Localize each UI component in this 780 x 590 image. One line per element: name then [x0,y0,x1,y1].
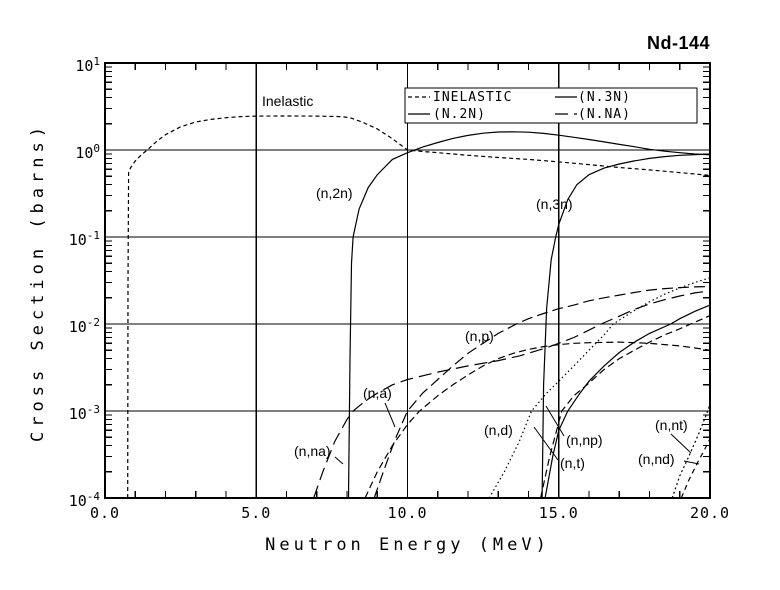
curve-label--n-p-: (n,p) [465,328,494,344]
legend-label-inelastic: INELASTIC [433,90,513,105]
curve-label--n-na-: (n,na) [294,443,331,459]
x-tick-label: 15.0 [538,504,579,522]
curve-n2n [347,131,711,499]
curve-label--n-a-: (n,a) [363,385,392,401]
label-pointer-line [670,433,692,454]
curve-label--n-nd-: (n,nd) [638,451,675,467]
curve-nd [488,277,711,499]
label-pointer-line [334,456,344,465]
plot-frame [104,62,711,499]
curve-n3n [541,153,711,499]
x-tick-label: 20.0 [689,504,731,522]
x-tick-label: 10.0 [387,504,428,522]
curve-label--n-d-: (n,d) [484,422,513,438]
x-tick-label: 0.0 [89,504,121,522]
curve-na [364,341,711,499]
legend-label--n-3n-: (N.3N) [578,90,631,105]
y-tick-label: 10-3 [68,403,100,423]
label-pointer-line [533,426,559,461]
chart-title: Nd-144 [646,33,710,53]
curve-nt [540,315,711,499]
legend-label--n-na-: (N.NA) [578,107,631,122]
label-pointer-line [545,405,565,437]
curve-label--n-np-: (n,np) [566,432,603,448]
curve-label--n-nt-: (n,nt) [655,417,688,433]
label-pointer-line [384,402,396,428]
y-tick-label: 10-1 [68,229,100,249]
curve-nnp [544,304,711,499]
label-pointer-line [683,460,700,465]
curve-np [373,285,711,499]
y-tick-label: 10-2 [68,316,100,336]
y-tick-label: 100 [75,142,100,162]
curve-label--n-3n-: (n,3n) [536,196,573,212]
curve-nnd [680,438,711,499]
curve-label-inelastic: Inelastic [262,93,314,109]
x-tick-label: 5.0 [241,504,272,522]
curve-label--n-2n-: (n,2n) [316,185,353,201]
curve-nna [313,290,711,499]
legend-label--n-2n-: (N.2N) [433,107,486,122]
curve-inelastic [127,115,711,499]
x-axis-title: Neutron Energy (MeV) [265,535,550,555]
curve-label--n-t-: (n,t) [560,455,585,471]
y-tick-label: 101 [75,55,100,75]
y-axis-title: Cross Section (barns) [28,122,48,442]
curve-nnt [671,403,711,499]
legend-box [404,87,698,124]
y-tick-label: 10-4 [68,490,100,510]
